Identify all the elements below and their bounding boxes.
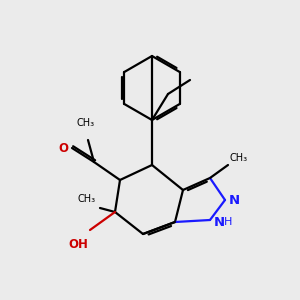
Text: N: N — [214, 215, 225, 229]
Text: CH₃: CH₃ — [77, 118, 95, 128]
Text: OH: OH — [68, 238, 88, 251]
Text: H: H — [224, 217, 232, 227]
Text: O: O — [58, 142, 68, 154]
Text: CH₃: CH₃ — [78, 194, 96, 204]
Text: N: N — [229, 194, 240, 206]
Text: CH₃: CH₃ — [230, 153, 248, 163]
